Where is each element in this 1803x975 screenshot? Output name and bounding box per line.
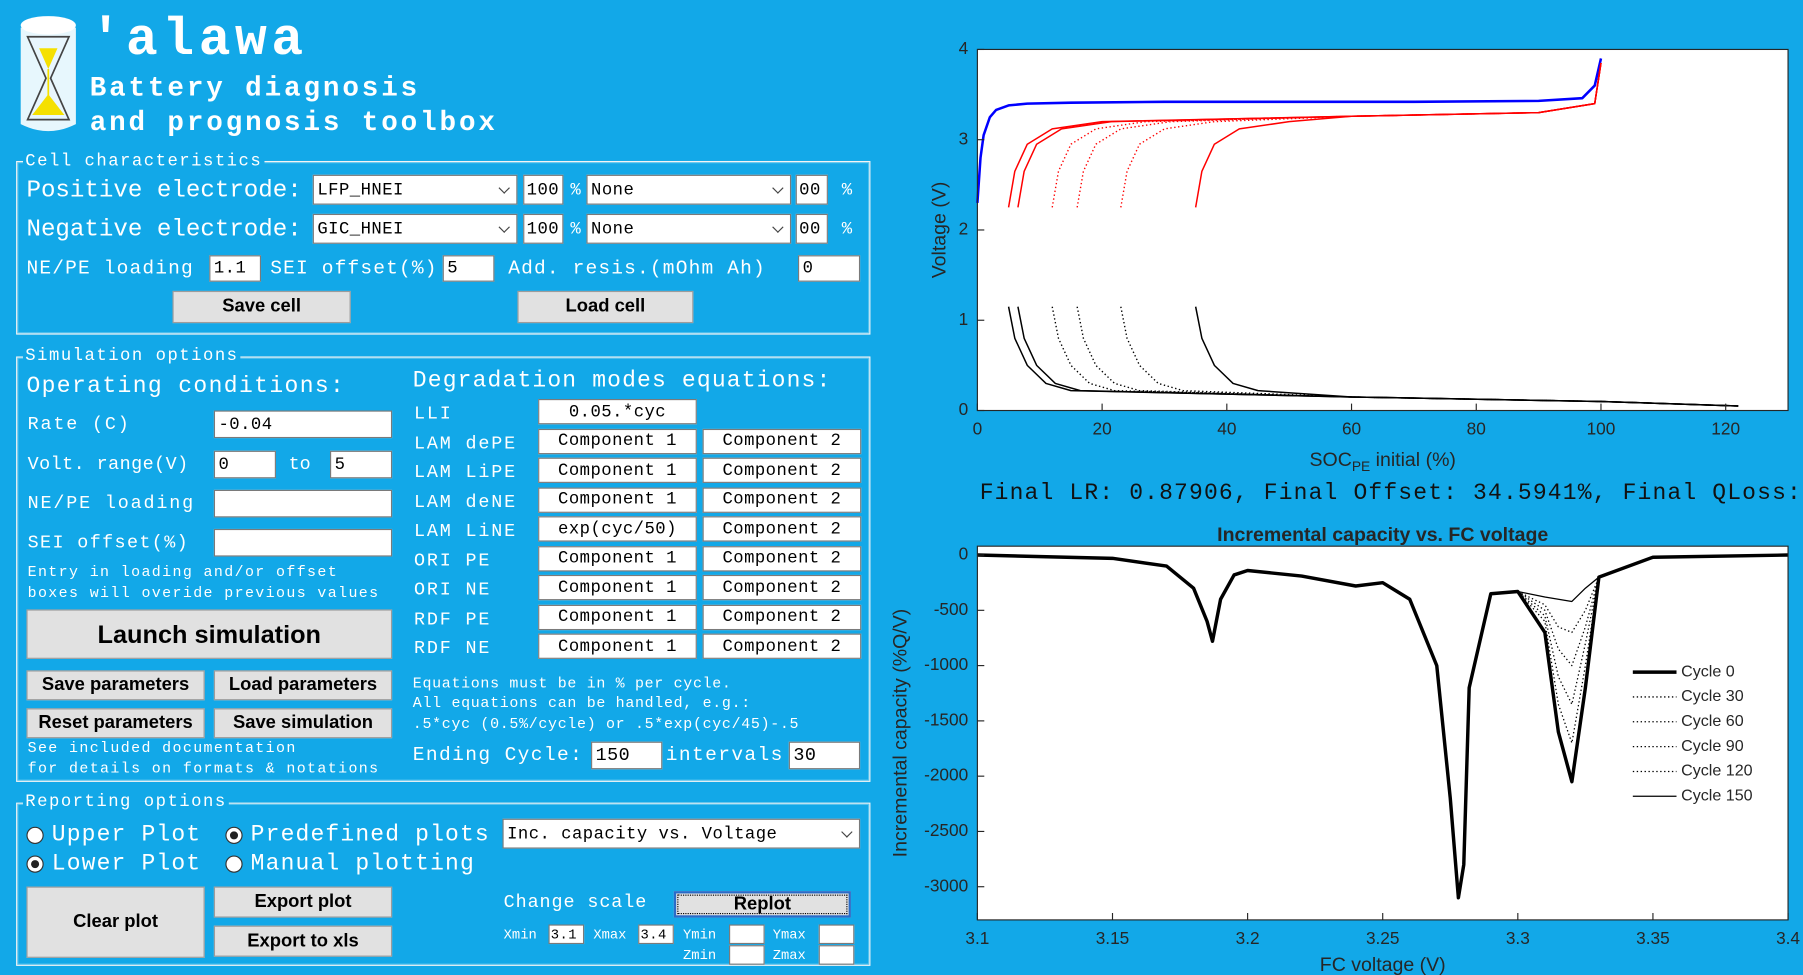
mode-label: LAM deNE: [414, 493, 517, 511]
text-input[interactable]: 100: [523, 175, 563, 205]
x-tick-label: 40: [1217, 419, 1236, 439]
label: Negative electrode:: [26, 218, 301, 242]
y-tick-label: -1500: [924, 709, 968, 729]
unit: %: [570, 182, 580, 199]
mode-label: LAM LiNE: [414, 522, 517, 540]
x-tick-label: 80: [1467, 419, 1486, 439]
text-input[interactable]: Component 2: [703, 604, 862, 629]
y-axis-label: Incremental capacity (%Q/V): [890, 609, 912, 858]
mode-label: LLI: [414, 405, 453, 423]
y-axis-label: Voltage (V): [929, 182, 951, 279]
x-tick-label: 3.3: [1506, 928, 1530, 948]
x-tick-label: 20: [1093, 419, 1112, 439]
x-tick-label: 3.35: [1636, 928, 1670, 948]
label: Positive electrode:: [26, 179, 301, 203]
text-input[interactable]: exp(cyc/50): [538, 516, 697, 541]
text-input[interactable]: Component 1: [538, 634, 697, 659]
text-input[interactable]: Component 1: [538, 575, 697, 600]
text-input[interactable]: 0.05.*cyc: [538, 399, 697, 424]
y-tick-label: -500: [934, 599, 969, 619]
y-tick-label: -2000: [924, 765, 968, 785]
radio-label: Manual plotting: [251, 853, 475, 876]
text-input[interactable]: 100: [523, 214, 563, 244]
x-tick-label: 3.4: [1776, 928, 1800, 948]
x-tick-label: 3.25: [1366, 928, 1400, 948]
y-tick-label: 1: [959, 309, 969, 329]
unit: %: [842, 221, 852, 238]
y-tick-label: 0: [959, 399, 969, 419]
x-tick-label: 3.15: [1096, 928, 1130, 948]
text-input[interactable]: Component 2: [703, 428, 862, 453]
radio-button[interactable]: [26, 856, 43, 873]
legend-label: Cycle 0: [1681, 662, 1735, 680]
radio-button[interactable]: [225, 827, 242, 844]
text-input[interactable]: Component 2: [703, 487, 862, 512]
unit: %: [570, 221, 580, 238]
text-input[interactable]: Component 2: [703, 458, 862, 483]
text-input[interactable]: Component 1: [538, 546, 697, 571]
x-tick-label: 0: [973, 419, 983, 439]
x-tick-label: 3.1: [965, 928, 989, 948]
radio-label: Predefined plots: [251, 824, 490, 847]
text-input[interactable]: Component 1: [538, 487, 697, 512]
mode-label: RDF NE: [414, 639, 491, 657]
text-input[interactable]: Component 1: [538, 458, 697, 483]
legend-label: Cycle 30: [1681, 687, 1744, 705]
mode-label: LAM dePE: [414, 434, 517, 452]
unit: %: [842, 182, 852, 199]
legend-label: Cycle 150: [1681, 787, 1753, 805]
dropdown[interactable]: LFP_HNEI: [313, 175, 518, 205]
radio-button[interactable]: [26, 827, 43, 844]
text-input[interactable]: Component 2: [703, 575, 862, 600]
radio-button[interactable]: [225, 856, 242, 873]
mode-label: ORI NE: [414, 581, 491, 599]
radio-label: Lower Plot: [52, 853, 202, 876]
radio-label: Upper Plot: [52, 824, 202, 847]
y-tick-label: -2500: [924, 820, 968, 840]
dropdown[interactable]: None: [586, 175, 791, 205]
app-window: 'alawa Battery diagnosis and prognosis t…: [0, 0, 1803, 975]
x-axis-label-part: PE: [1352, 458, 1370, 473]
x-tick-label: 100: [1587, 419, 1616, 439]
y-tick-label: -3000: [924, 875, 968, 895]
legend-label: Cycle 90: [1681, 737, 1744, 755]
x-tick-label: 60: [1342, 419, 1361, 439]
chart-title: Incremental capacity vs. FC voltage: [1217, 524, 1548, 546]
y-tick-label: 2: [959, 219, 969, 239]
text-input[interactable]: Component 2: [703, 516, 862, 541]
y-tick-label: 4: [959, 38, 969, 58]
y-tick-label: 0: [959, 544, 969, 564]
x-tick-label: 3.2: [1236, 928, 1260, 948]
y-tick-label: 3: [959, 128, 969, 148]
dropdown[interactable]: None: [586, 214, 791, 244]
x-axis-label: SOCPE initial (%): [1309, 449, 1455, 473]
legend-label: Cycle 60: [1681, 712, 1744, 730]
text-input[interactable]: Component 2: [703, 634, 862, 659]
mode-label: RDF PE: [414, 610, 491, 628]
text-input[interactable]: Component 2: [703, 546, 862, 571]
legend-label: Cycle 120: [1681, 762, 1753, 780]
text-input[interactable]: Component 1: [538, 428, 697, 453]
dropdown[interactable]: GIC_HNEI: [313, 214, 518, 244]
text-input[interactable]: 00: [796, 214, 828, 244]
text-input[interactable]: Component 1: [538, 604, 697, 629]
status-text: Final LR: 0.87906, Final Offset: 34.5941…: [980, 483, 1802, 506]
mode-label: ORI PE: [414, 551, 491, 569]
x-axis-label: FC voltage (V): [1320, 954, 1446, 975]
y-tick-label: -1000: [924, 654, 968, 674]
x-axis-label-part: initial (%): [1370, 449, 1456, 471]
x-axis-label-part: SOC: [1309, 449, 1351, 471]
x-tick-label: 120: [1711, 419, 1740, 439]
mode-label: LAM LiPE: [414, 463, 517, 481]
text-input[interactable]: 00: [796, 175, 828, 205]
